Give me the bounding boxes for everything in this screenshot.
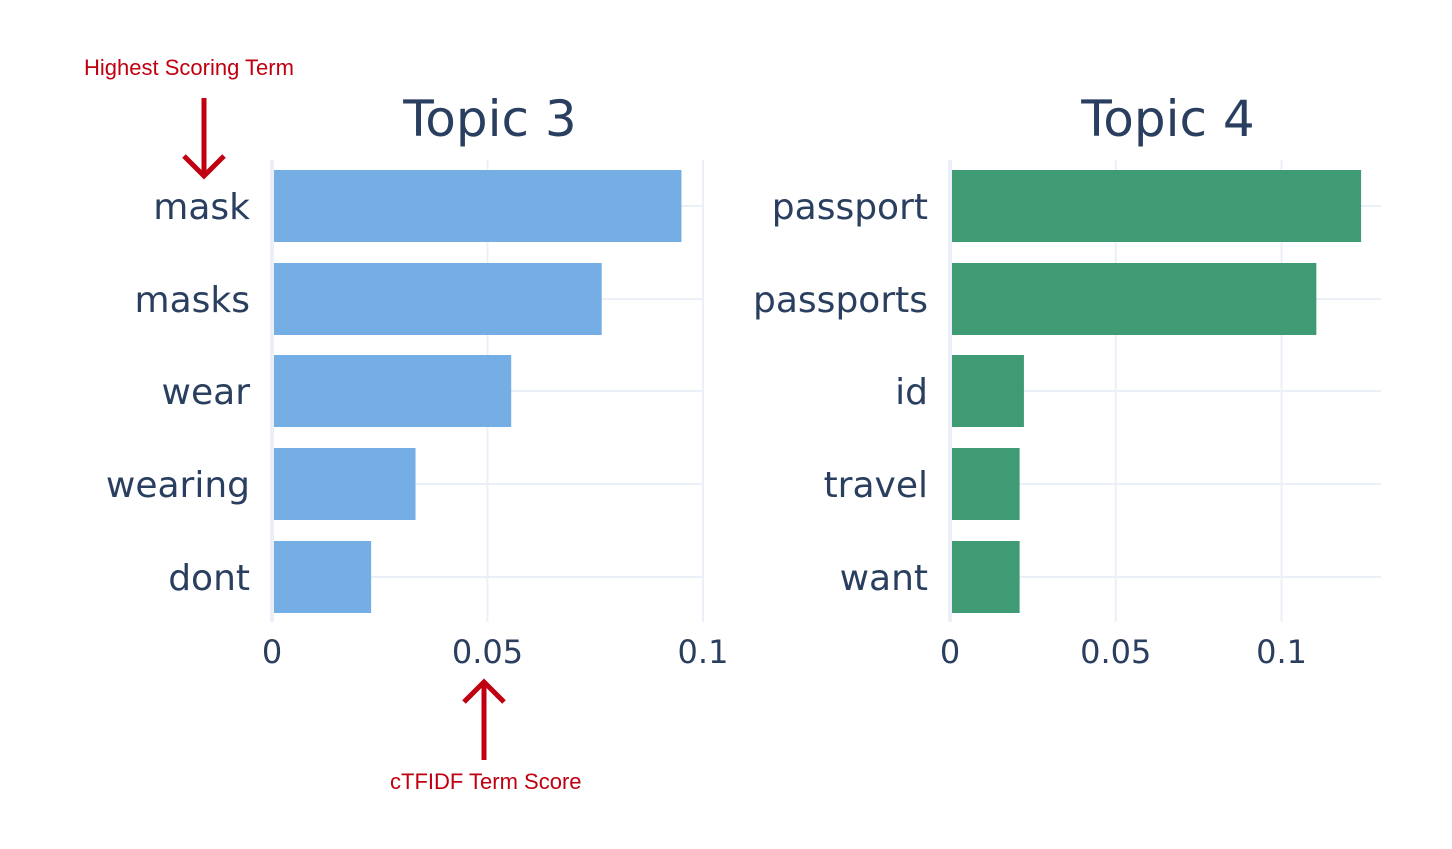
- arrow-head: [462, 678, 506, 704]
- x-tick-label: 0: [940, 633, 960, 671]
- chart-title: Topic 4: [1080, 90, 1254, 148]
- bar-wear: [272, 355, 512, 427]
- category-label: travel: [824, 465, 928, 506]
- bar-wearing: [272, 448, 416, 520]
- category-label: passports: [753, 280, 928, 321]
- category-label: dont: [168, 558, 250, 599]
- arrow-down-icon: [182, 98, 226, 180]
- category-label: masks: [135, 280, 251, 321]
- category-label: wear: [162, 372, 251, 413]
- bar-masks: [272, 263, 602, 335]
- category-label: id: [895, 372, 928, 413]
- bar-passport: [950, 170, 1362, 242]
- x-tick-label: 0.05: [452, 633, 523, 671]
- highest-scoring-term-annotation: Highest Scoring Term: [84, 55, 294, 80]
- bar-want: [950, 541, 1020, 613]
- category-label: want: [840, 558, 928, 599]
- chart-title: Topic 3: [402, 90, 576, 148]
- topic-panel-1: mask masks wear wearing dont 0 0.05 0.1 Topic 3: [106, 90, 729, 671]
- bar-id: [950, 355, 1024, 427]
- arrow-head: [182, 154, 226, 180]
- category-label: passport: [772, 187, 928, 228]
- bar-mask: [272, 170, 682, 242]
- x-tick-label: 0: [262, 633, 282, 671]
- x-tick-label: 0.1: [1256, 633, 1307, 671]
- x-tick-label: 0.05: [1080, 633, 1151, 671]
- bar-dont: [272, 541, 372, 613]
- category-label: mask: [153, 187, 250, 228]
- bar-passports: [950, 263, 1317, 335]
- ctfidf-term-score-annotation: cTFIDF Term Score: [390, 769, 582, 794]
- topic-panel-2: passport passports id travel want 0 0.05 0.1 Top…: [753, 90, 1381, 671]
- category-label: wearing: [106, 465, 250, 506]
- bar-travel: [950, 448, 1020, 520]
- arrow-up-icon: [462, 678, 506, 760]
- x-tick-label: 0.1: [678, 633, 729, 671]
